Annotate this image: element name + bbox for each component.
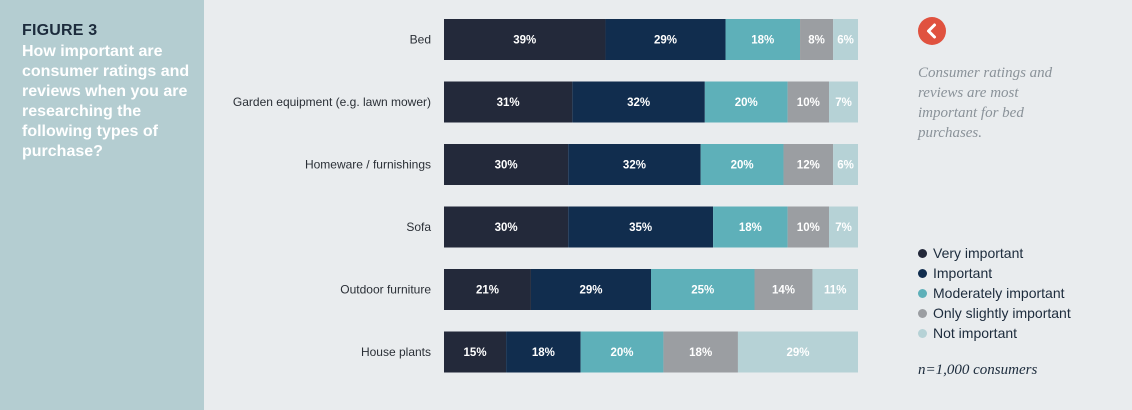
- legend-label: Very important: [933, 245, 1024, 261]
- bar-segment: [704, 81, 788, 123]
- legend-label: Important: [933, 265, 993, 281]
- data-label: 6%: [837, 160, 854, 172]
- data-label: 7%: [835, 222, 852, 234]
- data-label: 8%: [808, 35, 825, 47]
- bar-segment: [829, 206, 858, 248]
- legend-swatch: [918, 308, 927, 318]
- legend-label: Not important: [933, 325, 1018, 341]
- category-label: Homeware / furnishings: [305, 158, 431, 172]
- data-label: 29%: [786, 347, 809, 359]
- data-label: 32%: [623, 160, 646, 172]
- legend-item: Not important: [918, 323, 1071, 343]
- legend-swatch: [918, 328, 927, 338]
- bar-segment: [568, 144, 701, 185]
- bar-segment: [787, 81, 830, 123]
- bar-segment: [444, 331, 507, 373]
- category-label: House plants: [361, 345, 431, 359]
- sample-size: n=1,000 consumers: [918, 362, 1038, 378]
- side-panel: [0, 0, 204, 410]
- legend-item: Moderately important: [918, 283, 1071, 303]
- legend-label: Only slightly important: [933, 305, 1071, 321]
- bar-segment: [663, 331, 738, 373]
- bar-segment: [530, 269, 651, 310]
- bar-segment: [444, 269, 531, 310]
- bar-segment: [444, 81, 573, 123]
- bar-segment: [737, 331, 858, 373]
- back-button[interactable]: [918, 17, 946, 45]
- bar-segment: [725, 19, 801, 60]
- data-label: 10%: [797, 97, 820, 109]
- bar-segment: [783, 144, 834, 185]
- category-label: Garden equipment (e.g. lawn mower): [233, 95, 431, 109]
- bar-segment: [754, 269, 813, 310]
- data-label: 18%: [739, 222, 762, 234]
- data-label: 29%: [654, 35, 677, 47]
- bar-segment: [833, 144, 858, 185]
- data-label: 39%: [513, 35, 536, 47]
- bar-segment: [444, 206, 569, 248]
- bar-segment: [829, 81, 858, 123]
- legend-swatch: [918, 288, 927, 298]
- data-label: 20%: [735, 97, 758, 109]
- bar-segment: [568, 206, 714, 248]
- bar-segment: [444, 19, 606, 60]
- bar-segment: [572, 81, 705, 123]
- bar-segment: [605, 19, 726, 60]
- bar-segment: [787, 206, 830, 248]
- category-label: Sofa: [406, 220, 431, 234]
- data-label: 21%: [476, 285, 499, 297]
- bar-segment: [812, 269, 858, 310]
- category-label: Bed: [410, 33, 431, 47]
- data-label: 32%: [627, 97, 650, 109]
- data-label: 30%: [495, 222, 518, 234]
- bar-segment: [700, 144, 784, 185]
- bar-segment: [833, 19, 858, 60]
- bar-segment: [651, 269, 755, 310]
- data-label: 25%: [691, 285, 714, 297]
- data-label: 35%: [629, 222, 652, 234]
- chevron-left-icon: [927, 23, 936, 39]
- bar-segment: [713, 206, 788, 248]
- legend-swatch: [918, 248, 927, 258]
- legend-item: Important: [918, 263, 1071, 283]
- legend-item: Only slightly important: [918, 303, 1071, 323]
- data-label: 18%: [689, 347, 712, 359]
- bar-segment: [800, 19, 834, 60]
- data-label: 10%: [797, 222, 820, 234]
- data-label: 20%: [611, 347, 634, 359]
- legend-swatch: [918, 268, 927, 278]
- data-label: 18%: [751, 35, 774, 47]
- category-label: Outdoor furniture: [340, 283, 431, 297]
- figure-label: FIGURE 3: [22, 22, 98, 39]
- bar-segment: [580, 331, 664, 373]
- data-label: 7%: [835, 97, 852, 109]
- bar-segment: [506, 331, 581, 373]
- data-label: 14%: [772, 285, 795, 297]
- legend-label: Moderately important: [933, 285, 1065, 301]
- figure-title: How important are consumer ratings and r…: [22, 43, 190, 160]
- data-label: 29%: [579, 285, 602, 297]
- legend-item: Very important: [918, 243, 1071, 263]
- data-label: 6%: [837, 35, 854, 47]
- data-label: 18%: [532, 347, 555, 359]
- chart-note: Consumer ratings and reviews are most im…: [918, 65, 1053, 141]
- data-label: 30%: [495, 160, 518, 172]
- data-label: 31%: [497, 97, 520, 109]
- data-label: 11%: [824, 285, 846, 297]
- data-label: 20%: [731, 160, 754, 172]
- data-label: 15%: [464, 347, 487, 359]
- data-label: 12%: [797, 160, 820, 172]
- bar-segment: [444, 144, 569, 185]
- chart-legend: Very important Important Moderately import…: [918, 243, 1071, 343]
